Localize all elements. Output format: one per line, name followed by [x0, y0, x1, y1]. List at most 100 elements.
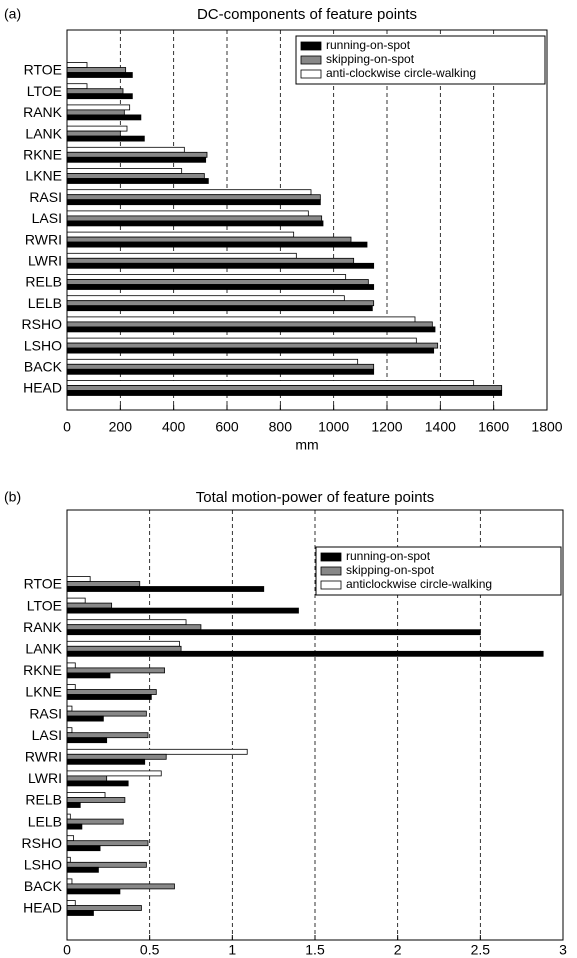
bar	[66, 732, 149, 739]
bar	[66, 199, 321, 206]
y-tick-label: RWRI	[25, 749, 62, 765]
plot-frame	[66, 29, 548, 411]
bar	[66, 629, 481, 636]
bar	[66, 274, 347, 280]
bar	[66, 602, 113, 609]
bar	[66, 689, 157, 695]
x-tick-label: 1000	[318, 419, 349, 435]
bar	[66, 284, 375, 290]
bar	[66, 878, 73, 885]
bar	[66, 257, 355, 264]
y-tick-label: RELB	[25, 274, 62, 290]
bar	[66, 337, 417, 344]
y-tick-label: RSHO	[22, 835, 63, 851]
y-tick-label: LWRI	[28, 770, 62, 786]
bar	[66, 380, 475, 386]
bar	[66, 640, 180, 647]
bar	[66, 326, 436, 333]
bar	[66, 279, 369, 285]
bar	[66, 667, 165, 674]
bar	[66, 737, 108, 744]
y-tick-label: BACK	[24, 359, 63, 375]
bar	[66, 910, 94, 916]
y-tick-label: LSHO	[24, 857, 62, 873]
panel-label: (b)	[4, 489, 21, 505]
legend-label: anticlockwise circle-walking	[346, 577, 492, 591]
y-tick-label: LWRI	[28, 253, 62, 269]
bar	[66, 262, 375, 269]
bar	[66, 823, 83, 830]
bar	[66, 83, 88, 90]
bar	[66, 888, 121, 895]
bar	[66, 178, 209, 184]
bar	[66, 210, 309, 217]
bar	[66, 624, 202, 631]
bar	[66, 727, 73, 734]
x-tick-label: 2.5	[471, 942, 491, 958]
bar	[66, 146, 185, 153]
y-tick-label: RKNE	[23, 147, 62, 163]
bar	[66, 840, 149, 847]
bar	[66, 241, 368, 248]
bar	[66, 662, 76, 669]
legend-label: running-on-spot	[346, 549, 431, 563]
bar	[66, 802, 81, 808]
legend-swatch	[320, 552, 342, 562]
bar	[66, 758, 146, 765]
chart-title: DC-components of feature points	[197, 6, 417, 23]
chart-title: Total motion-power of feature points	[196, 489, 434, 506]
bar	[66, 130, 121, 137]
bar	[66, 797, 126, 803]
y-tick-label: LANK	[25, 641, 62, 657]
x-tick-label: 3	[559, 942, 567, 958]
bar	[66, 619, 187, 626]
bar	[66, 231, 295, 238]
bar	[66, 390, 503, 396]
legend-swatch	[320, 566, 342, 576]
bar	[66, 114, 142, 121]
bar	[66, 363, 375, 370]
bar	[66, 215, 323, 222]
bar	[66, 576, 91, 582]
legend-box	[315, 546, 562, 596]
bar	[66, 694, 152, 700]
bar	[66, 189, 312, 196]
bar	[66, 305, 373, 312]
x-tick-label: 0	[63, 419, 71, 435]
x-tick-label: 1	[228, 942, 236, 958]
bar	[66, 236, 352, 243]
y-tick-label: RKNE	[23, 662, 62, 678]
bar	[66, 358, 359, 365]
y-tick-label: LTOE	[27, 83, 62, 99]
bar	[66, 710, 147, 717]
bar	[66, 835, 75, 842]
y-tick-label: RSHO	[22, 316, 63, 332]
y-tick-label: LANK	[25, 125, 62, 141]
y-tick-label: LELB	[28, 813, 62, 829]
y-tick-label: LTOE	[27, 597, 62, 613]
bar	[66, 866, 99, 873]
y-tick-label: BACK	[24, 878, 63, 894]
bar	[66, 88, 124, 95]
y-tick-label: RELB	[25, 792, 62, 808]
legend-swatch	[300, 41, 322, 51]
bar	[66, 586, 265, 592]
y-tick-label: LASI	[32, 210, 62, 226]
y-tick-label: RTOE	[24, 62, 62, 78]
panel-label: (a)	[4, 6, 21, 22]
y-tick-label: RASI	[29, 705, 62, 721]
y-tick-label: RASI	[29, 189, 62, 205]
bar	[66, 748, 248, 755]
y-tick-label: RANK	[23, 619, 63, 635]
bar	[66, 368, 375, 375]
bar	[66, 607, 299, 614]
bar	[66, 845, 101, 852]
bar	[66, 775, 108, 782]
bar	[66, 173, 205, 179]
y-tick-label: LSHO	[24, 337, 62, 353]
bar	[66, 347, 435, 354]
x-tick-label: 800	[269, 419, 293, 435]
x-tick-label: 200	[109, 419, 133, 435]
y-tick-label: LKNE	[25, 684, 62, 700]
bar	[66, 753, 167, 760]
